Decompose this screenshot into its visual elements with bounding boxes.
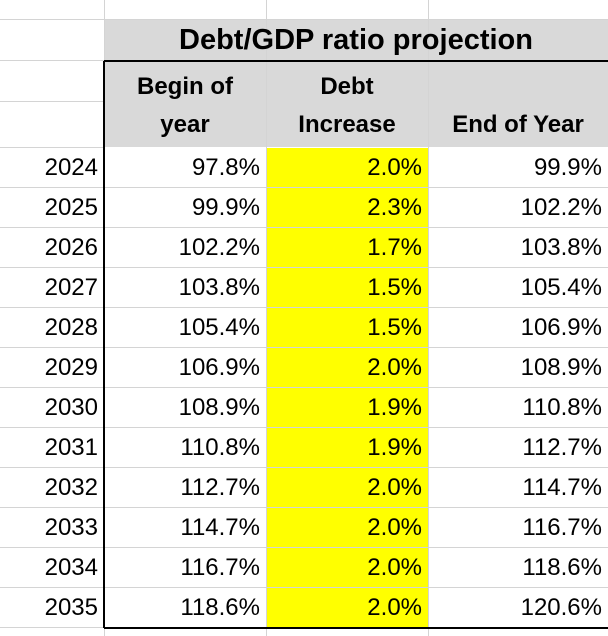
begin-cell[interactable]: 105.4% <box>178 314 260 341</box>
year-cell[interactable]: 2035 <box>44 594 98 621</box>
year-cell[interactable]: 2030 <box>44 394 98 421</box>
year-cell[interactable]: 2029 <box>44 354 98 381</box>
table-title: Debt/GDP ratio projection <box>179 23 533 56</box>
end-cell[interactable]: 110.8% <box>522 394 602 421</box>
end-cell[interactable]: 106.9% <box>520 314 602 341</box>
increase-cell[interactable]: 1.9% <box>367 394 422 421</box>
increase-cell[interactable]: 1.5% <box>367 274 422 301</box>
begin-cell[interactable]: 116.7% <box>180 554 260 581</box>
year-cell[interactable]: 2027 <box>44 274 98 301</box>
column-header-begin: Begin of year <box>104 66 266 146</box>
increase-cell[interactable]: 2.0% <box>367 514 422 541</box>
column-header-begin-line2: year <box>160 111 210 138</box>
year-cell[interactable]: 2032 <box>44 474 98 501</box>
increase-cell[interactable]: 1.7% <box>367 234 422 261</box>
end-cell[interactable]: 105.4% <box>520 274 602 301</box>
end-cell[interactable]: 112.7% <box>522 434 602 461</box>
end-cell[interactable]: 103.8% <box>520 234 602 261</box>
begin-cell[interactable]: 110.8% <box>180 434 260 461</box>
header-fill <box>104 19 608 147</box>
increase-cell[interactable]: 1.5% <box>367 314 422 341</box>
begin-cell[interactable]: 102.2% <box>178 234 260 261</box>
column-header-increase-line1: Debt <box>320 73 374 100</box>
begin-cell[interactable]: 103.8% <box>178 274 260 301</box>
year-cell[interactable]: 2026 <box>44 234 98 261</box>
end-cell[interactable]: 102.2% <box>520 194 602 221</box>
end-cell[interactable]: 116.7% <box>522 514 602 541</box>
year-cell[interactable]: 2025 <box>44 194 98 221</box>
increase-cell[interactable]: 2.3% <box>367 194 422 221</box>
year-cell[interactable]: 2028 <box>44 314 98 341</box>
begin-cell[interactable]: 99.9% <box>191 194 260 221</box>
begin-cell[interactable]: 106.9% <box>178 354 260 381</box>
year-cell[interactable]: 2024 <box>44 154 98 181</box>
year-cell[interactable]: 2031 <box>44 434 98 461</box>
increase-cell[interactable]: 2.0% <box>367 474 422 501</box>
end-cell[interactable]: 118.6% <box>522 554 602 581</box>
column-header-increase: Debt Increase <box>266 66 428 146</box>
column-header-begin-line1: Begin of <box>137 73 233 100</box>
end-cell[interactable]: 120.6% <box>520 594 602 621</box>
year-cell[interactable]: 2034 <box>44 554 98 581</box>
increase-cell[interactable]: 2.0% <box>367 154 422 181</box>
end-cell[interactable]: 108.9% <box>520 354 602 381</box>
begin-cell[interactable]: 114.7% <box>180 514 260 541</box>
increase-cell[interactable]: 2.0% <box>367 554 422 581</box>
begin-cell[interactable]: 118.6% <box>180 594 260 621</box>
column-header-increase-line2: Increase <box>298 111 396 138</box>
increase-cell[interactable]: 2.0% <box>367 354 422 381</box>
begin-cell[interactable]: 108.9% <box>178 394 260 421</box>
end-cell[interactable]: 114.7% <box>522 474 602 501</box>
begin-cell[interactable]: 112.7% <box>180 474 260 501</box>
begin-cell[interactable]: 97.8% <box>191 154 260 181</box>
year-cell[interactable]: 2033 <box>44 514 98 541</box>
column-header-end-line2: End of Year <box>452 111 584 138</box>
increase-cell[interactable]: 1.9% <box>367 434 422 461</box>
end-cell[interactable]: 99.9% <box>533 154 602 181</box>
increase-cell[interactable]: 2.0% <box>367 594 422 621</box>
column-header-end: End of Year <box>428 66 608 146</box>
